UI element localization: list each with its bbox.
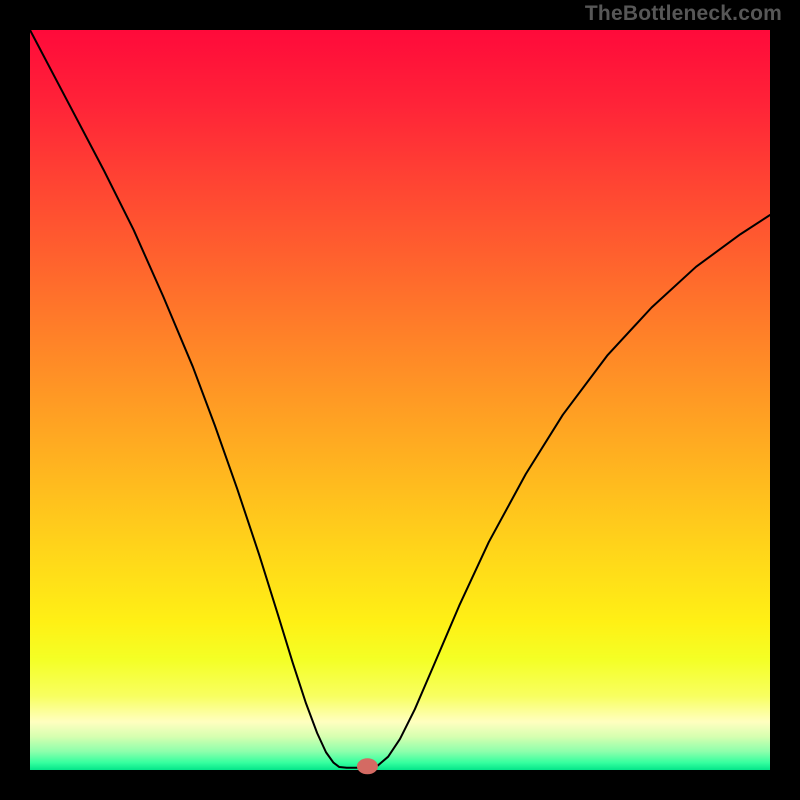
optimal-marker [357, 759, 377, 774]
watermark-text: TheBottleneck.com [585, 2, 782, 26]
bottleneck-chart [0, 0, 800, 800]
gradient-background [30, 30, 770, 770]
chart-container: { "watermark": { "text": "TheBottleneck.… [0, 0, 800, 800]
